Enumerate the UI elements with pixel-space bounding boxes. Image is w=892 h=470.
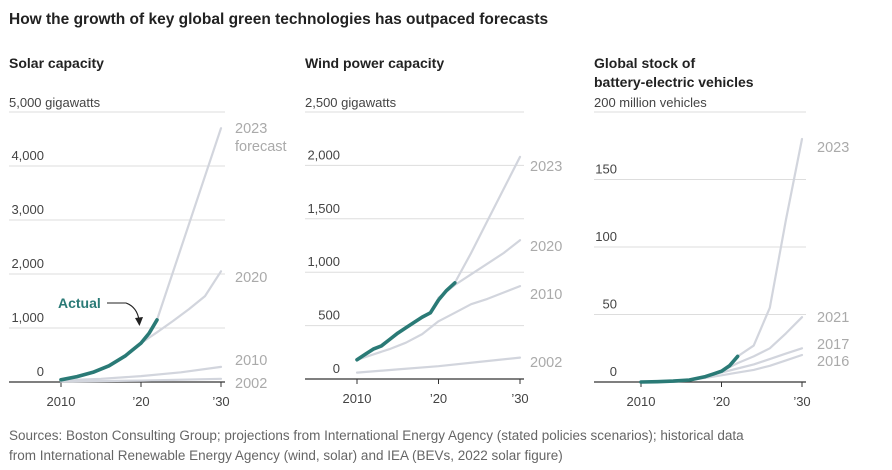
panel-title: Wind power capacity xyxy=(305,55,444,71)
x-tick-label: ’20 xyxy=(713,394,730,409)
panel-title: battery-electric vehicles xyxy=(594,74,754,90)
unit-label: 5,000 gigawatts xyxy=(9,95,101,110)
unit-label: 200 million vehicles xyxy=(594,95,707,110)
series-label: 2020 xyxy=(530,239,562,255)
series-label: 2002 xyxy=(530,355,562,371)
series-label: 2010 xyxy=(235,353,267,369)
forecast-line-2010 xyxy=(59,365,223,382)
panel-2: Wind power capacity 0 500 1,000 1,500 2,000 2,… xyxy=(305,55,562,406)
panel-3: Global stock of battery-electric vehicles… xyxy=(594,55,849,409)
panel-title: Global stock of xyxy=(594,55,695,71)
series-label: 2020 xyxy=(235,270,267,286)
actual-line xyxy=(355,281,457,362)
x-tick-label: 2010 xyxy=(47,394,76,409)
y-tick-label: 0 xyxy=(610,364,617,379)
x-tick-label: 2010 xyxy=(343,391,372,406)
series-label: 2016 xyxy=(817,354,849,370)
series-label: 2010 xyxy=(530,287,562,303)
annotation-arrow xyxy=(107,302,140,321)
y-tick-label: 0 xyxy=(37,364,44,379)
y-tick-label: 1,000 xyxy=(11,310,44,325)
panel-1: Solar capacity 0 1,000 2,000 3,000 4,000 5,000… xyxy=(9,55,287,409)
panel-title: Solar capacity xyxy=(9,55,104,71)
y-tick-label: 500 xyxy=(318,308,340,323)
forecast-line-2023 xyxy=(453,155,522,284)
forecast-line-2023-forecast xyxy=(155,127,223,321)
series-label: 2023 xyxy=(530,159,562,175)
y-tick-label: 0 xyxy=(333,361,340,376)
series-label: forecast xyxy=(235,139,287,155)
y-tick-label: 150 xyxy=(595,162,617,177)
actual-line xyxy=(639,354,740,384)
y-tick-label: 2,000 xyxy=(11,256,44,271)
series-label: 2021 xyxy=(817,310,849,326)
x-tick-label: ’20 xyxy=(430,391,447,406)
y-tick-label: 1,500 xyxy=(307,201,340,216)
unit-label: 2,500 gigawatts xyxy=(305,95,397,110)
chart-title: How the growth of key global green techn… xyxy=(9,11,548,28)
forecast-line-2002 xyxy=(355,356,522,374)
y-tick-label: 3,000 xyxy=(11,202,44,217)
y-tick-label: 1,000 xyxy=(307,254,340,269)
forecast-line-2021 xyxy=(720,316,804,373)
forecast-line-2002 xyxy=(59,377,223,383)
x-tick-label: ’30 xyxy=(212,394,229,409)
x-tick-label: 2010 xyxy=(627,394,656,409)
series-label: 2023 xyxy=(817,140,849,156)
x-tick-label: ’30 xyxy=(511,391,528,406)
source-line-2: from International Renewable Energy Agen… xyxy=(9,448,563,463)
forecast-line-2020 xyxy=(139,270,223,345)
y-tick-label: 4,000 xyxy=(11,148,44,163)
y-tick-label: 2,000 xyxy=(307,147,340,162)
series-label: 2023 xyxy=(235,121,267,137)
forecast-line-2010 xyxy=(355,285,522,361)
source-line-1: Sources: Boston Consulting Group; projec… xyxy=(9,428,744,443)
x-tick-label: ’20 xyxy=(132,394,149,409)
forecast-line-2023 xyxy=(736,137,804,358)
annotation-arrowhead xyxy=(135,317,143,326)
chart-panels: Solar capacity 0 1,000 2,000 3,000 4,000 5,000… xyxy=(9,55,849,409)
series-label: 2002 xyxy=(235,376,267,392)
actual-annotation-label: Actual xyxy=(58,295,101,311)
actual-line xyxy=(59,318,159,382)
y-tick-label: 50 xyxy=(603,297,617,312)
series-label: 2017 xyxy=(817,337,849,353)
y-tick-label: 100 xyxy=(595,229,617,244)
forecast-line-2020 xyxy=(437,239,522,299)
x-tick-label: ’30 xyxy=(793,394,810,409)
